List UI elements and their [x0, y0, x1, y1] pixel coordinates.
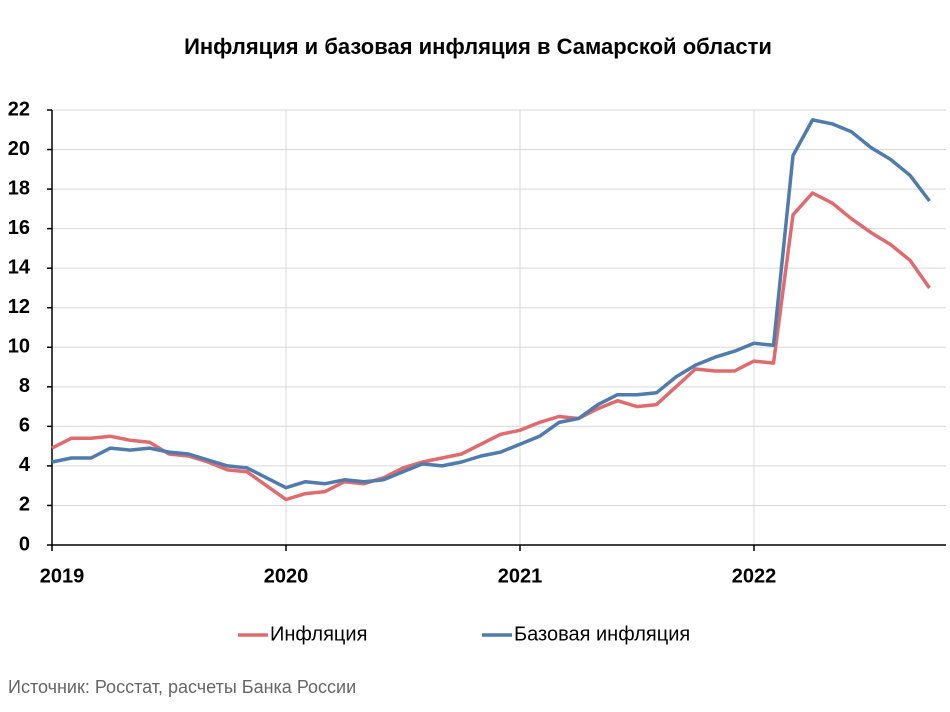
y-tick-label: 20	[8, 138, 30, 160]
y-tick-label: 16	[8, 217, 30, 239]
legend-label: Инфляция	[270, 623, 367, 645]
y-tick-label: 14	[8, 256, 31, 278]
y-tick-label: 10	[8, 336, 30, 358]
x-tick-label: 2020	[264, 565, 309, 587]
y-tick-label: 6	[19, 415, 30, 437]
x-tick-label: 2019	[40, 565, 85, 587]
y-tick-label: 12	[8, 296, 30, 318]
y-tick-label: 8	[19, 375, 30, 397]
x-tick-label: 2021	[498, 565, 543, 587]
x-tick-label: 2022	[732, 565, 777, 587]
chart-title: Инфляция и базовая инфляция в Самарской …	[184, 34, 772, 59]
y-tick-label: 2	[19, 494, 30, 516]
y-tick-label: 22	[8, 98, 30, 120]
series-line	[51, 118, 931, 490]
y-tick-label: 0	[19, 533, 30, 555]
y-tick-label: 4	[19, 454, 31, 476]
source-note: Источник: Росстат, расчеты Банка России	[8, 677, 356, 697]
legend-label: Базовая инфляция	[514, 623, 690, 645]
y-tick-label: 18	[8, 177, 30, 199]
series-line	[51, 191, 931, 502]
